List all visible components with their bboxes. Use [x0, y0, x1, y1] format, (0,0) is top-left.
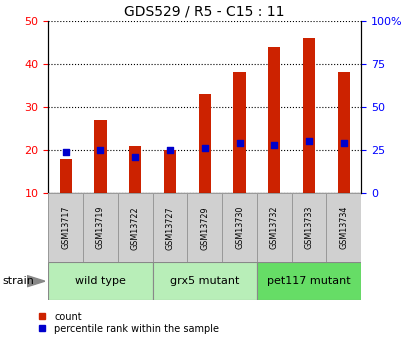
Point: [97, 147, 104, 153]
Legend: count, percentile rank within the sample: count, percentile rank within the sample: [39, 312, 219, 334]
Bar: [257, 262, 361, 300]
Bar: [152, 193, 187, 262]
Bar: [60, 159, 72, 193]
Point: [62, 149, 69, 155]
Bar: [48, 262, 152, 300]
Bar: [152, 262, 257, 300]
Text: GSM13732: GSM13732: [270, 206, 279, 249]
Bar: [291, 193, 326, 262]
Text: GSM13729: GSM13729: [200, 206, 209, 249]
Point: [202, 146, 208, 151]
Point: [341, 140, 347, 146]
Text: GSM13722: GSM13722: [131, 206, 140, 249]
Text: GSM13733: GSM13733: [304, 206, 314, 249]
Bar: [326, 193, 361, 262]
Bar: [164, 150, 176, 193]
Bar: [303, 38, 315, 193]
Bar: [338, 72, 350, 193]
Point: [167, 147, 173, 153]
Text: GSM13717: GSM13717: [61, 206, 70, 249]
Bar: [83, 193, 118, 262]
Bar: [129, 146, 141, 193]
Bar: [94, 120, 107, 193]
Text: GSM13734: GSM13734: [339, 206, 348, 249]
Bar: [268, 47, 281, 193]
Bar: [199, 94, 211, 193]
Title: GDS529 / R5 - C15 : 11: GDS529 / R5 - C15 : 11: [124, 4, 285, 18]
Bar: [257, 193, 291, 262]
Point: [132, 154, 139, 160]
Bar: [222, 193, 257, 262]
Polygon shape: [27, 276, 45, 287]
Text: grx5 mutant: grx5 mutant: [170, 276, 239, 286]
Text: pet117 mutant: pet117 mutant: [267, 276, 351, 286]
Text: GSM13730: GSM13730: [235, 206, 244, 249]
Text: wild type: wild type: [75, 276, 126, 286]
Point: [306, 139, 312, 144]
Text: GSM13719: GSM13719: [96, 206, 105, 249]
Point: [236, 140, 243, 146]
Bar: [187, 193, 222, 262]
Point: [271, 142, 278, 148]
Bar: [234, 72, 246, 193]
Bar: [48, 193, 83, 262]
Bar: [118, 193, 152, 262]
Text: strain: strain: [2, 276, 34, 286]
Text: GSM13727: GSM13727: [165, 206, 174, 249]
